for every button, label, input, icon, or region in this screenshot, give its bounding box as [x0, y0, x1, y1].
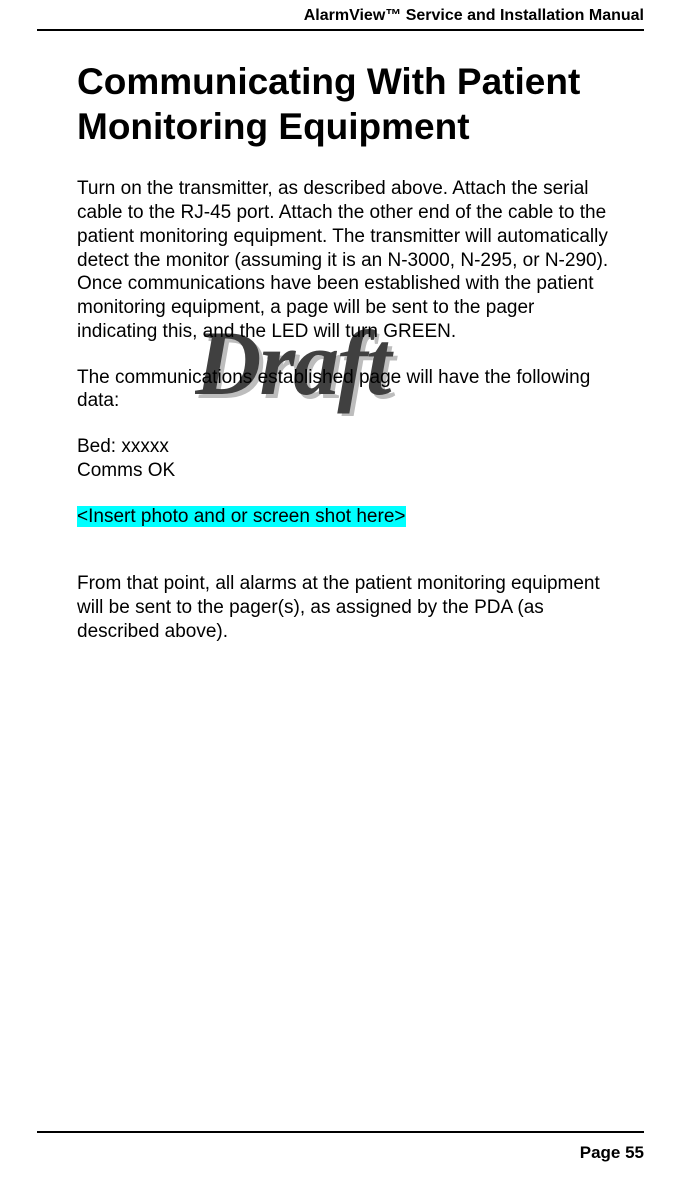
- estpage-paragraph: The communications established page will…: [77, 366, 612, 414]
- alarms-paragraph: From that point, all alarms at the patie…: [77, 572, 612, 643]
- header-title: AlarmView™ Service and Installation Manu…: [304, 7, 644, 24]
- page-header: AlarmView™ Service and Installation Manu…: [37, 0, 644, 29]
- intro-paragraph: Turn on the transmitter, as described ab…: [77, 177, 612, 343]
- footer-rule: [37, 1131, 644, 1133]
- page-number: Page 55: [580, 1143, 644, 1162]
- document-page: AlarmView™ Service and Installation Manu…: [0, 0, 681, 1183]
- page-footer: Page 55: [580, 1143, 644, 1163]
- section-heading: Communicating With Patient Monitoring Eq…: [77, 59, 612, 149]
- comms-line: Comms OK: [77, 459, 612, 483]
- data-sample-block: Bed: xxxxx Comms OK: [77, 435, 612, 483]
- insert-note-wrap: <Insert photo and or screen shot here>: [77, 505, 612, 529]
- bed-line: Bed: xxxxx: [77, 435, 612, 459]
- insert-note: <Insert photo and or screen shot here>: [77, 506, 406, 527]
- header-rule: [37, 29, 644, 31]
